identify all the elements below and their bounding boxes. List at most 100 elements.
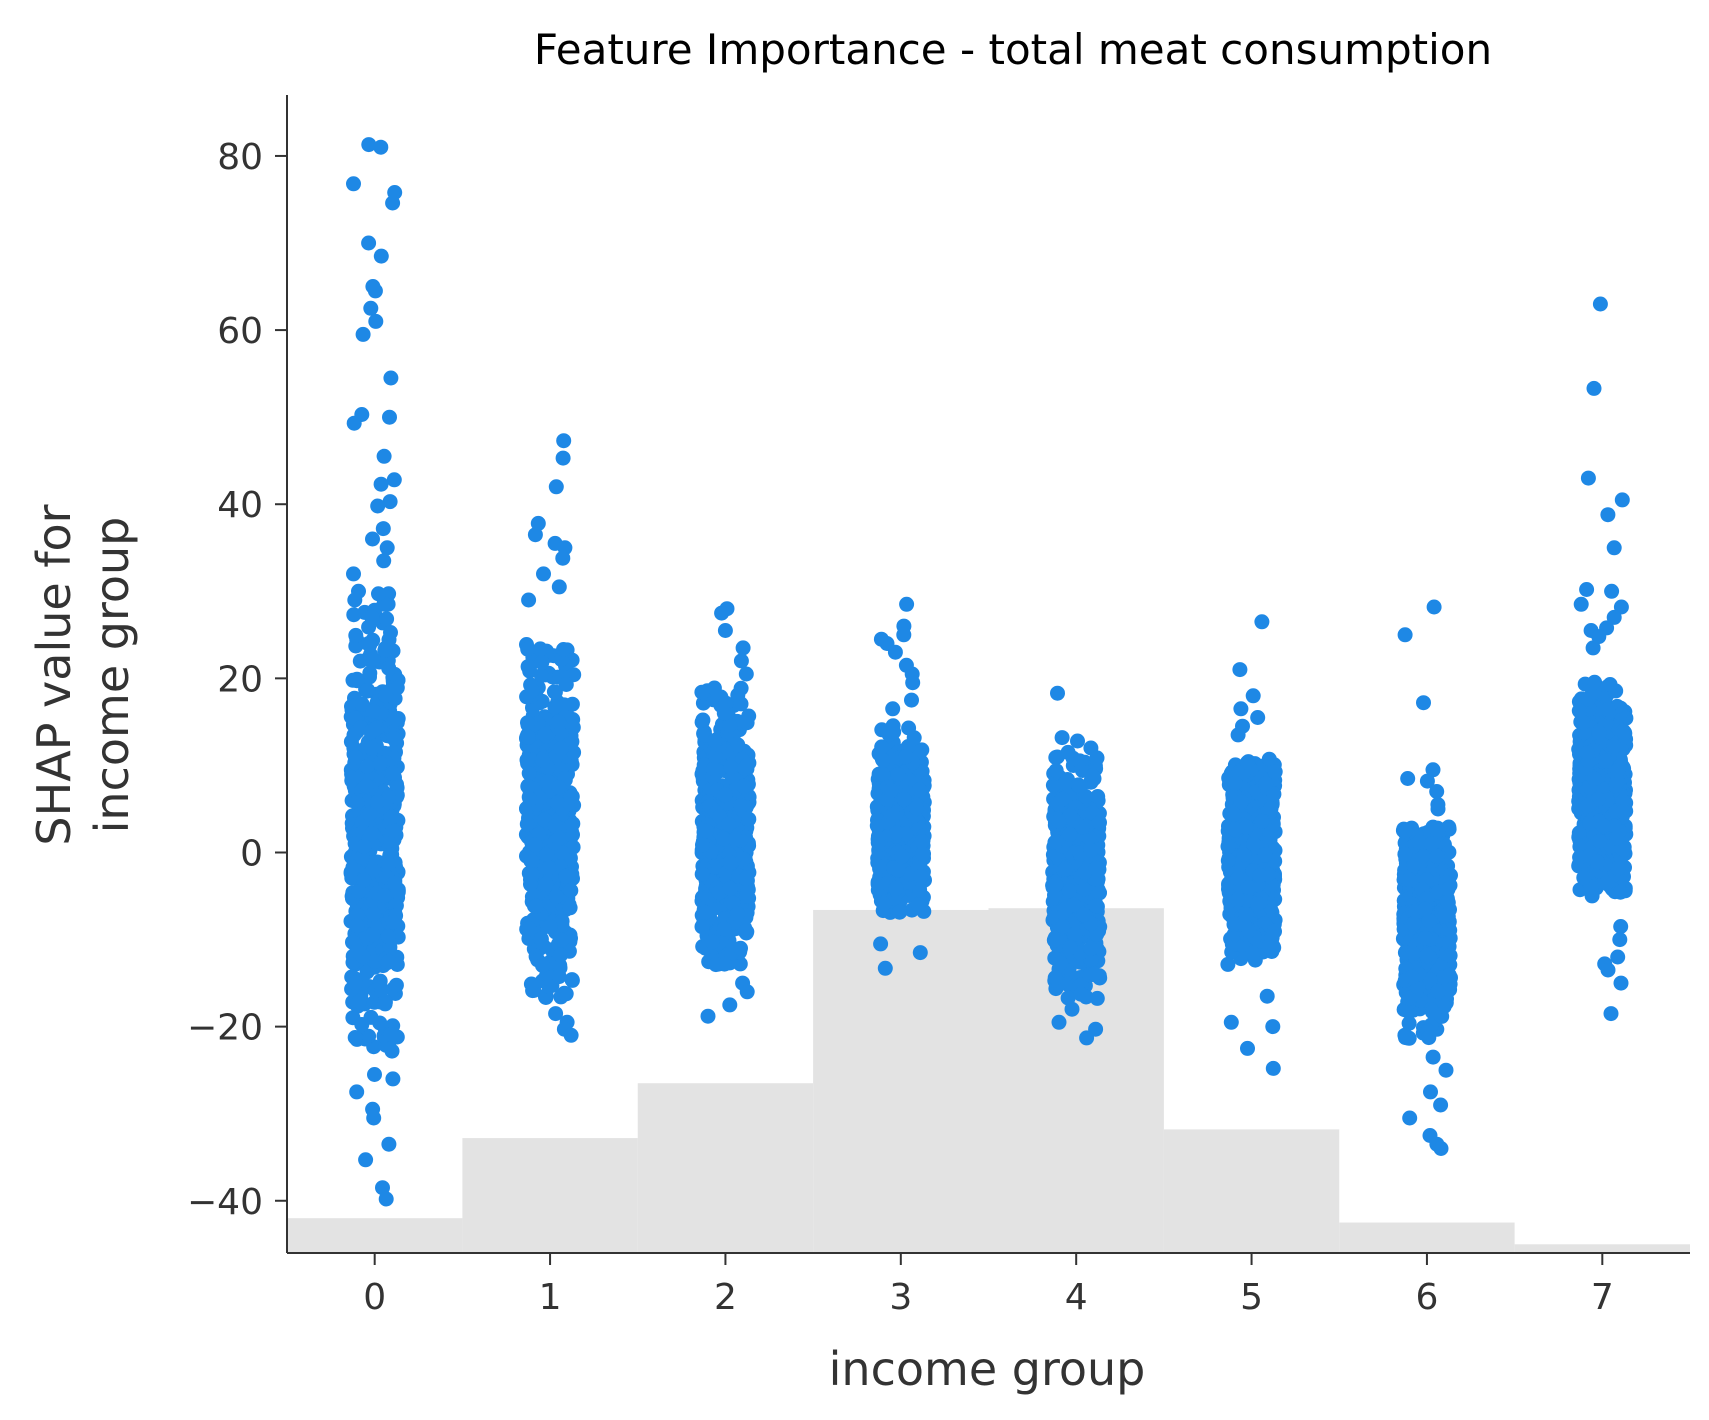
data-point [736,778,752,794]
data-point [723,759,739,775]
x-tick-label: 2 [714,1277,737,1318]
data-point-outlier [1433,1141,1449,1156]
data-point [373,755,388,771]
data-point [386,731,402,747]
data-point-outlier [536,566,551,582]
data-point-outlier [877,960,893,976]
data-point [721,816,737,832]
data-point [1230,871,1246,887]
data-point-outlier [700,1008,716,1024]
data-point-outlier [1233,701,1249,717]
data-point [1404,969,1420,985]
data-point [1267,764,1283,780]
data-point [539,847,555,863]
data-point [383,809,399,825]
data-point-outlier [1397,627,1413,643]
data-point [1440,895,1456,911]
data-point [1267,923,1282,939]
data-point-outlier [1433,1097,1449,1113]
data-point [728,831,744,847]
data-point-outlier [1079,1030,1095,1046]
data-point [1257,847,1273,863]
data-point-outlier [1054,730,1070,746]
data-point [1048,877,1064,893]
data-point [901,720,917,736]
data-point-outlier [358,1152,374,1168]
data-point [1086,966,1102,982]
data-point-outlier [735,640,751,656]
data-point [524,867,540,883]
data-point [1421,1030,1437,1046]
data-point [1586,771,1602,787]
data-point [359,778,374,794]
data-point-outlier [367,283,383,299]
data-point [1245,945,1261,961]
data-point [1083,941,1099,956]
data-point [1617,725,1632,741]
data-point [519,752,535,768]
data-point [1046,932,1062,948]
data-point [381,954,397,970]
data-point [1401,1015,1417,1031]
data-point [1396,1002,1412,1017]
data-point [354,696,370,712]
data-point-outlier [375,521,391,537]
data-point [554,913,570,929]
data-point-outlier [373,139,389,155]
data-point [1397,1027,1413,1043]
data-point [359,759,375,774]
x-tick-label: 7 [1591,1277,1614,1318]
data-point [360,682,376,698]
data-point-outlier [346,415,362,431]
data-point-outlier [521,592,537,608]
data-point [371,586,386,602]
data-point [349,907,365,923]
data-point-outlier [1416,695,1431,711]
points-group-6 [1395,599,1458,1156]
data-point [552,947,568,963]
data-point-outlier [1400,771,1416,786]
histogram-bar-1 [462,1138,638,1253]
data-point [351,993,367,1009]
data-point [1073,986,1089,1002]
data-point-outlier [555,550,571,566]
x-tick-label: 1 [539,1277,562,1318]
histogram-bar-7 [1514,1244,1690,1253]
data-point [1572,839,1588,855]
data-point-outlier [1230,727,1246,743]
data-point [1076,907,1092,923]
data-point [538,876,554,892]
data-point [1092,815,1107,830]
data-point [542,919,558,935]
data-point [874,722,890,738]
data-point [716,921,732,937]
histogram-bar-3 [813,909,989,1253]
data-point [1610,763,1626,779]
data-point [1615,804,1631,820]
data-point-outlier [904,692,919,708]
data-point [356,839,372,854]
data-point-outlier [1614,492,1630,508]
data-point [1070,777,1086,793]
data-point [1083,842,1099,858]
data-point [1425,1004,1440,1020]
data-point [1045,777,1061,793]
data-point-outlier [1592,296,1608,312]
data-point [1226,806,1242,822]
data-point [546,684,562,700]
data-point-outlier [367,1067,382,1082]
data-point-outlier [1250,710,1266,725]
data-point-outlier [1423,1084,1438,1100]
data-point [351,883,367,899]
data-point-outlier [722,997,738,1013]
data-point-outlier [1586,380,1602,396]
data-point [520,729,536,745]
data-point [1411,834,1427,850]
data-point-outlier [382,494,398,510]
data-point [558,677,574,692]
data-point [1442,948,1458,964]
data-point [874,739,890,755]
data-point [345,859,361,875]
data-point [1440,881,1456,897]
data-point [717,787,733,803]
